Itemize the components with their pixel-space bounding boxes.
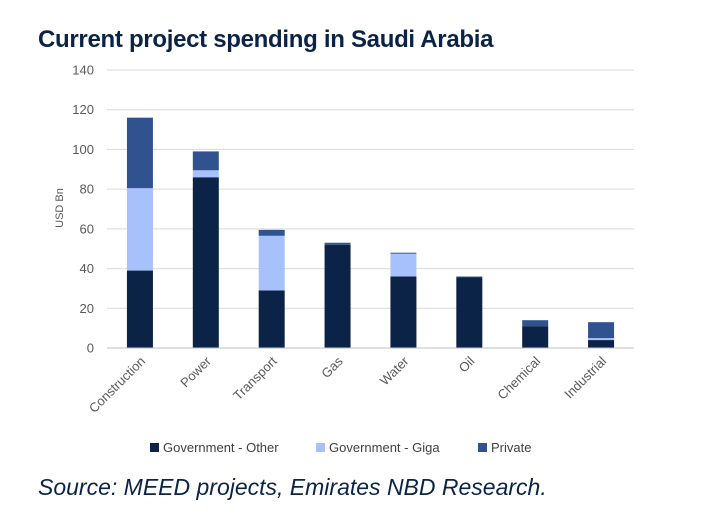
x-tick-label: Transport [230,353,280,403]
bar-segment [390,276,417,348]
x-tick-label: Gas [318,353,346,381]
x-tick-label: Power [177,353,214,390]
bar-segment [390,252,417,254]
y-tick-label: 80 [80,182,94,197]
source-note: Source: MEED projects, Emirates NBD Rese… [38,474,547,500]
legend-swatch [478,443,487,452]
bar-segment [522,320,549,327]
bar-segment [456,277,483,348]
bar-segment [588,338,615,341]
gridlines [107,69,634,309]
bars [126,117,615,348]
x-tick-label: Construction [86,354,148,416]
bar-segment [258,229,285,236]
legend: Government - Other Government - Giga Priva… [150,440,531,455]
bar-segment [192,177,219,348]
bar-segment [588,322,615,339]
x-tick-label: Chemical [494,353,543,402]
y-tick-label: 140 [72,63,94,78]
bar-segment [324,244,351,348]
bar-segment [126,117,153,189]
bar-segment [192,151,219,171]
x-tick-label: Oil [456,353,478,375]
legend-label: Government - Other [163,440,279,455]
y-tick-label: 120 [72,102,94,117]
y-axis-label: USD Bn [54,188,66,228]
legend-swatch [316,443,325,452]
x-tick-label: Water [377,353,412,388]
bar-segment [258,235,285,291]
x-tick-label: Industrial [561,353,609,401]
y-tick-label: 20 [80,301,94,316]
bar-segment [588,340,615,348]
legend-swatch [150,443,159,452]
y-tick-label: 100 [72,142,94,157]
legend-label: Government - Giga [329,440,440,455]
bar-segment [126,270,153,348]
y-tick-label: 60 [80,221,94,236]
legend-label: Private [491,440,531,455]
x-axis-ticks: Construction Power Transport Gas Water Oil Che… [86,353,609,416]
chart-title: Current project spending in Saudi Arabia [38,26,494,53]
bar-segment [456,276,483,278]
bar-segment [390,253,417,277]
y-axis-ticks: 0 20 40 60 80 100 120 140 [72,63,94,356]
bar-chart: 0 20 40 60 80 100 120 140 USD Bn Construction Po… [54,63,634,455]
bar-segment [192,170,219,178]
bar-segment [126,188,153,271]
y-tick-label: 0 [87,341,94,356]
bar-segment [324,242,351,245]
y-tick-label: 40 [80,261,94,276]
bar-segment [522,326,549,348]
bar-segment [258,290,285,348]
